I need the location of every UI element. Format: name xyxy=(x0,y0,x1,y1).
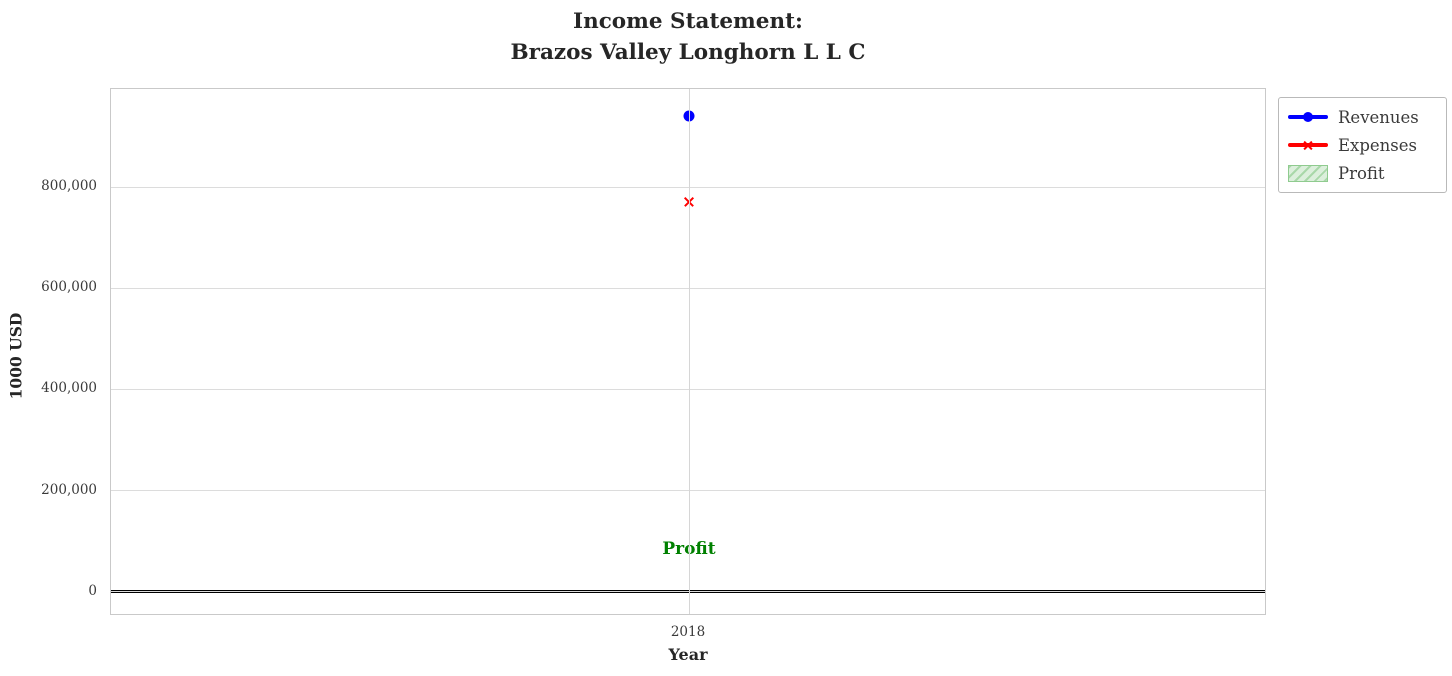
y-gridline xyxy=(111,287,1265,289)
y-tick-label: 200,000 xyxy=(41,481,97,498)
legend-label-profit: Profit xyxy=(1338,163,1385,183)
y-tick-label: 600,000 xyxy=(41,279,97,296)
legend-item-revenues: Revenues xyxy=(1288,103,1437,131)
legend-item-expenses: Expenses xyxy=(1288,131,1437,159)
legend-label-revenues: Revenues xyxy=(1338,107,1419,127)
y-gridline xyxy=(111,490,1265,492)
chart-title-line1: Income Statement: xyxy=(573,9,803,34)
x-axis-label: Year xyxy=(668,645,708,664)
legend: Revenues Expenses Profit xyxy=(1278,97,1447,193)
y-tick-label: 400,000 xyxy=(41,380,97,397)
y-gridline xyxy=(111,388,1265,390)
y-tick-label: 800,000 xyxy=(41,178,97,195)
x-gridline xyxy=(688,89,690,614)
circle-marker-icon xyxy=(1303,112,1313,122)
chart-title: Income Statement: Brazos Valley Longhorn… xyxy=(110,6,1266,68)
plot-area: Profit xyxy=(110,88,1266,615)
legend-label-expenses: Expenses xyxy=(1338,135,1418,155)
profit-hatched-swatch xyxy=(1288,164,1328,182)
y-gridline xyxy=(111,186,1265,188)
y-tick-label: 0 xyxy=(88,582,97,599)
y-gridline xyxy=(111,591,1265,593)
chart-title-line2: Brazos Valley Longhorn L L C xyxy=(510,40,866,65)
legend-item-profit: Profit xyxy=(1288,159,1437,187)
x-marker-icon xyxy=(1303,140,1314,151)
expenses-line-swatch xyxy=(1288,140,1328,150)
revenues-line-swatch xyxy=(1288,112,1328,122)
x-tick-label: 2018 xyxy=(670,624,706,640)
